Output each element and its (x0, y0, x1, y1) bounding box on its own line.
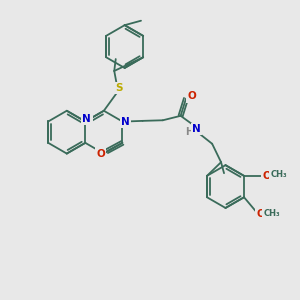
Text: N: N (121, 117, 130, 127)
Text: CH₃: CH₃ (264, 209, 280, 218)
Text: H: H (185, 127, 194, 137)
Text: N: N (192, 124, 201, 134)
Text: N: N (82, 114, 91, 124)
Text: O: O (262, 171, 271, 181)
Text: O: O (187, 91, 196, 101)
Text: CH₃: CH₃ (271, 170, 287, 179)
Text: S: S (115, 83, 122, 93)
Text: O: O (256, 209, 266, 220)
Text: O: O (96, 148, 105, 159)
